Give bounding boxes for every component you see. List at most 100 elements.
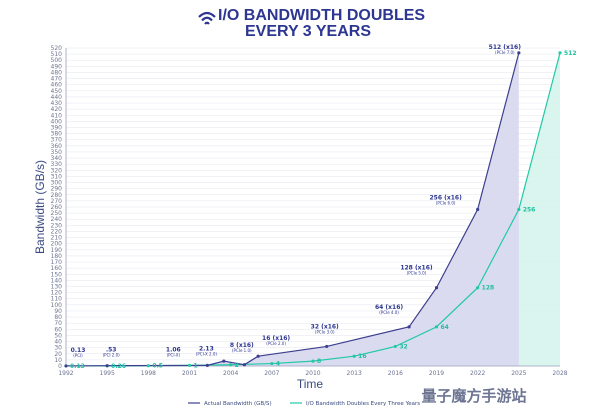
y-tick-label: 440	[51, 94, 63, 101]
doubling-data-label: 32	[399, 343, 407, 350]
x-tick-label: 2013	[347, 370, 362, 377]
plot-area: 0102030405060708090100110120130140150160…	[51, 44, 577, 377]
y-tick-label: 160	[51, 265, 63, 272]
actual-data-sublabel: (PCIe 6.0)	[436, 200, 456, 205]
actual-data-sublabel: (PCIe 7.0)	[495, 50, 515, 55]
doubling-point	[229, 363, 233, 367]
actual-point	[434, 286, 439, 290]
y-tick-label: 500	[51, 57, 63, 64]
doubling-point	[517, 207, 521, 212]
y-tick-label: 30	[54, 345, 62, 352]
x-tick-label: 2007	[264, 370, 279, 377]
y-tick-label: 60	[54, 326, 62, 333]
actual-point	[407, 325, 411, 329]
y-tick-label: 100	[51, 302, 63, 309]
y-tick-label: 110	[51, 296, 63, 303]
y-tick-label: 320	[51, 167, 63, 174]
y-tick-label: 20	[54, 351, 62, 358]
y-tick-label: 310	[51, 173, 63, 180]
x-tick-label: 2004	[223, 370, 238, 377]
doubling-point	[476, 286, 480, 290]
y-tick-label: 480	[51, 69, 63, 76]
y-tick-label: 140	[51, 277, 63, 284]
doubling-data-label: 0.26	[111, 363, 126, 370]
y-tick-label: 350	[51, 149, 63, 156]
actual-data-sublabel: (PCI)	[73, 353, 83, 358]
actual-point	[64, 364, 68, 368]
y-tick-label: 190	[51, 247, 63, 254]
x-tick-label: 2028	[552, 370, 567, 377]
doubling-point	[434, 325, 439, 329]
y-tick-label: 380	[51, 131, 63, 138]
y-tick-label: 220	[51, 228, 63, 235]
actual-data-label: 16 (x16)	[262, 335, 290, 342]
actual-data-label: 64 (x16)	[375, 304, 403, 311]
y-tick-label: 210	[51, 235, 63, 242]
y-tick-label: 230	[51, 222, 63, 229]
y-tick-label: 330	[51, 161, 63, 168]
x-tick-label: 2001	[182, 370, 197, 377]
x-tick-label: 2016	[388, 370, 403, 377]
y-tick-label: 290	[51, 186, 63, 193]
x-tick-label: 2010	[305, 370, 320, 377]
watermark: 量子魔方手游站	[421, 387, 526, 405]
y-tick-label: 80	[54, 314, 62, 321]
wifi-icon	[198, 11, 216, 25]
y-tick-label: 490	[51, 63, 63, 70]
y-tick-label: 120	[51, 290, 63, 297]
y-tick-label: 460	[51, 82, 63, 89]
doubling-point	[352, 354, 356, 358]
actual-data-sublabel: (PCI 2.0)	[103, 353, 121, 358]
actual-point	[105, 364, 109, 368]
actual-point	[325, 344, 329, 349]
y-tick-label: 360	[51, 143, 63, 150]
x-tick-label: 2025	[511, 370, 526, 377]
y-tick-label: 90	[54, 308, 62, 315]
y-tick-label: 520	[51, 45, 63, 52]
doubling-data-label: 256	[523, 206, 536, 213]
actual-data-sublabel: (PCI-X 2.0)	[196, 352, 218, 357]
actual-data-sublabel: (PCIe 4.0)	[379, 310, 399, 315]
actual-data-sublabel: (PCIe 2.0)	[266, 341, 286, 346]
actual-data-sublabel: (PCI-X)	[167, 352, 181, 357]
y-tick-label: 300	[51, 180, 63, 187]
actual-data-label: 32 (x16)	[311, 323, 339, 330]
actual-data-label: 128 (x16)	[400, 265, 433, 272]
x-tick-label: 2022	[470, 370, 485, 377]
watermark-text: 量子魔方手游站	[421, 387, 526, 405]
y-tick-label: 260	[51, 204, 63, 211]
doubling-point	[187, 363, 192, 367]
doubling-data-label: 2	[235, 362, 239, 369]
chart-title-line2: EVERY 3 YEARS	[245, 23, 371, 40]
y-tick-label: 70	[54, 320, 62, 327]
chart-title-line1: I/O BANDWIDTH DOUBLES	[218, 7, 425, 24]
actual-data-sublabel: (PCIe 5.0)	[407, 271, 427, 276]
y-tick-label: 280	[51, 192, 63, 199]
actual-point	[517, 51, 521, 55]
doubling-point	[311, 359, 315, 363]
actual-data-sublabel: (PCIe 1.0)	[232, 348, 252, 353]
doubling-data-label: 128	[482, 285, 495, 292]
y-axis-label: Bandwidth (GB/s)	[33, 160, 47, 254]
doubling-data-label: 8	[317, 358, 321, 365]
doubling-data-label: 4	[276, 361, 280, 368]
doubling-point	[558, 51, 562, 55]
doubling-data-label: 0.13	[70, 363, 85, 370]
doubling-point	[270, 361, 274, 366]
y-tick-label: 170	[51, 259, 63, 266]
actual-data-label: 2.13	[199, 346, 214, 353]
series-actual-area	[66, 52, 519, 367]
legend-label-actual: Actual Bandwidth (GB/S)	[204, 401, 272, 407]
actual-data-label: 256 (x16)	[430, 194, 463, 201]
y-tick-label: 510	[51, 51, 63, 58]
doubling-point	[146, 364, 150, 368]
y-tick-label: 470	[51, 76, 63, 83]
actual-data-label: 0.13	[71, 347, 86, 354]
y-tick-label: 0	[58, 363, 62, 370]
y-tick-label: 150	[51, 271, 63, 278]
x-tick-label: 1992	[58, 370, 73, 377]
y-tick-label: 270	[51, 198, 63, 205]
actual-data-sublabel: (PCIe 3.0)	[315, 329, 335, 334]
y-tick-label: 240	[51, 216, 63, 223]
